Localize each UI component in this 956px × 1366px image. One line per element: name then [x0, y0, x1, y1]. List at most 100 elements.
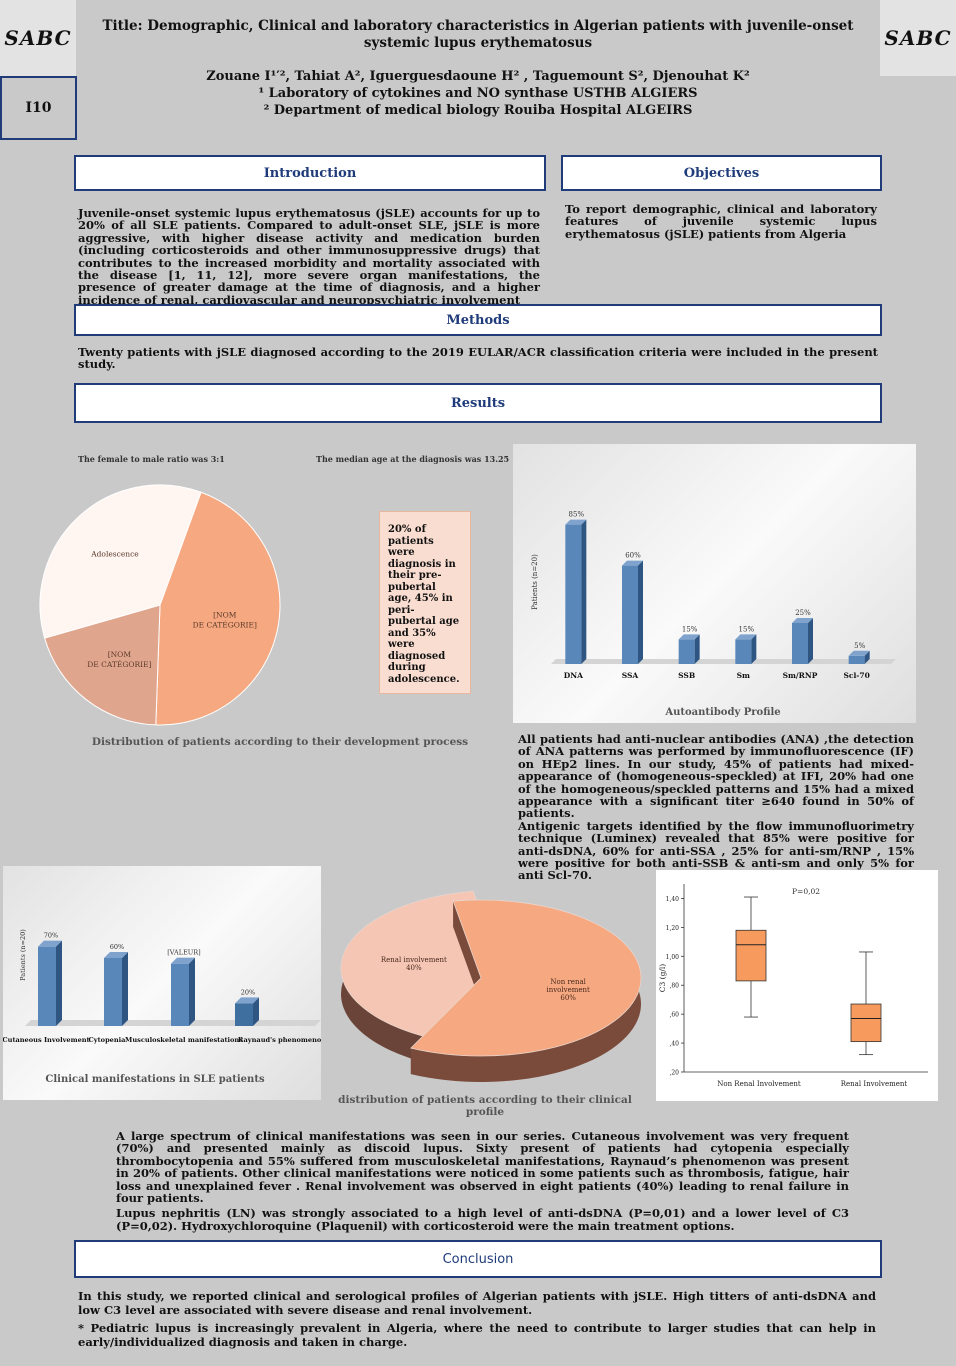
bar-value-label: 25% [795, 609, 811, 617]
pie-side [453, 901, 481, 1004]
pie-clinical-chart: Renal involvement 40% Non renal involvement… [340, 890, 642, 1082]
y-tick-label: 1,00 [666, 954, 680, 961]
chart-title: Clinical manifestations in SLE patients [45, 1074, 265, 1085]
bar-side [751, 634, 757, 664]
bar-value-label: 15% [682, 625, 698, 633]
bar-top [848, 650, 870, 656]
bar [235, 1003, 253, 1026]
bar-top [622, 560, 643, 566]
x-category-label: Renal Involvement [841, 1080, 908, 1088]
bar-top [38, 940, 62, 947]
pie-clinical-caption: distribution of patients according to th… [338, 1094, 632, 1118]
x-category-label: Non Renal Involvement [717, 1080, 801, 1088]
objectives-text: To report demographic, clinical and labo… [565, 202, 877, 241]
logo-right: SABC [880, 0, 956, 76]
bar-top [235, 997, 259, 1004]
bar-category-label: SSA [622, 671, 639, 680]
poster-code: I10 [0, 76, 77, 140]
pie-development-caption: Distribution of patients according to th… [91, 736, 469, 748]
bar [104, 958, 122, 1026]
pie-label: Non renal involvement 60% [546, 978, 590, 1002]
y-tick-label: ,20 [669, 1070, 679, 1077]
p-value-annotation: P=0,02 [792, 887, 820, 896]
bar [565, 524, 582, 664]
bar-category-label: Cutaneous Involvement [3, 1036, 91, 1044]
bar-top [792, 618, 813, 623]
bar-top [565, 519, 587, 525]
bar [848, 655, 865, 664]
bar-category-label: Sm/RNP [783, 671, 818, 680]
bar-side [253, 997, 259, 1026]
bar-category-label: Cytopenia [89, 1036, 127, 1044]
pie-label: [NOM DE CATÉGORIE] [87, 650, 151, 669]
y-tick-label: ,40 [669, 1041, 679, 1048]
bar-category-label: Musculoskeletal manifestations [125, 1036, 243, 1044]
bar-value-label: 15% [739, 625, 755, 633]
bar-category-label: DNA [564, 671, 583, 680]
bar [38, 946, 56, 1026]
bar-top [678, 634, 700, 640]
bar-value-label: 85% [569, 511, 585, 519]
poster-title: Title: Demographic, Clinical and laborat… [102, 18, 854, 51]
pie-label: [NOM DE CATÉGORIE] [193, 611, 257, 630]
autoantibody-panel: Patients (n=20) 85% DNA 60% SSA 15% SSB 15% Sm 25… [513, 444, 916, 723]
bar-top [104, 952, 128, 958]
y-tick-label: ,60 [669, 1012, 679, 1019]
bar-value-label: 70% [44, 932, 58, 940]
bar-side [638, 560, 643, 664]
logo-left: SABC [0, 0, 76, 76]
chart-title: Autoantibody Profile [664, 707, 780, 718]
bar-category-label: Sm [737, 671, 750, 680]
bar [622, 565, 638, 664]
bar-value-label: 20% [241, 988, 255, 996]
clinical-text: A large spectrum of clinical manifestati… [116, 1129, 849, 1233]
objectives-heading: Objectives [561, 155, 882, 191]
autoantibody-chart: Patients (n=20) 85% DNA 60% SSA 15% SSB 15% Sm 25… [531, 511, 896, 718]
bar-value-label: 60% [110, 943, 124, 951]
bar-category-label: Raynaud's phenomenon [238, 1036, 321, 1044]
pie-development-chart: [NOM DE CATÉGORIE] [NOM DE CATÉGORIE] Adoles… [39, 484, 281, 726]
pie-slice [39, 484, 202, 639]
bar-value-label: 60% [625, 552, 641, 560]
introduction-text: Juvenile-onset systemic lupus erythemato… [78, 206, 540, 307]
sex-ratio-note: The female to male ratio was 3:1 [78, 454, 225, 464]
bar-category-label: SSB [678, 671, 695, 680]
pie-label: Adolescence [90, 550, 139, 559]
y-axis-label: Patients (n=20) [19, 929, 27, 981]
bar-side [864, 650, 870, 664]
bar-top [171, 957, 195, 964]
bar-side [808, 618, 813, 664]
box [735, 929, 767, 982]
affiliation-1: ¹ Laboratory of cytokines and NO synthas… [258, 86, 698, 101]
y-tick-label: ,80 [669, 983, 679, 990]
introduction-heading: Introduction [74, 155, 546, 191]
bar-side [581, 519, 587, 664]
bar [678, 639, 695, 664]
median-age-note: The median age at the diagnosis was 13.2… [316, 454, 510, 464]
y-axis-label: C3 (g/l) [658, 964, 667, 993]
bar [792, 623, 808, 664]
bar-side [189, 957, 195, 1026]
pie-slice [410, 899, 642, 1057]
y-axis-label: Patients (n=20) [531, 554, 539, 610]
c3-boxplot: 1,40 1,20 1,00 ,80 ,60 ,40 ,20 C3 (g/l) P=0,02 No… [658, 884, 928, 1088]
antibody-text: All patients had anti-nuclear antibodies… [518, 732, 914, 883]
methods-text: Twenty patients with jSLE diagnosed acco… [78, 345, 878, 372]
conclusion-text: In this study, we reported clinical and … [78, 1289, 876, 1349]
conclusion-heading: Conclusion [74, 1240, 882, 1278]
bar [171, 963, 189, 1026]
methods-heading: Methods [74, 304, 882, 336]
bar-value-label: [VALEUR] [167, 949, 200, 957]
y-tick-label: 1,40 [666, 896, 680, 903]
bar-category-label: Scl-70 [843, 671, 869, 680]
clinical-panel: Patients (n=20) 70% Cutaneous Involvement 6… [2, 866, 326, 1100]
box [850, 1003, 882, 1043]
bar-value-label: 5% [854, 642, 865, 650]
affiliation-2: ² Department of medical biology Rouiba H… [263, 103, 693, 118]
authors-block: Zouane I¹′², Tahiat A², Iguerguesdaoune … [96, 68, 860, 119]
results-heading: Results [74, 383, 882, 423]
development-callout: 20% of patients were diagnosis in their … [379, 511, 471, 694]
bar-side [122, 952, 128, 1026]
pie-rim [410, 900, 641, 1082]
y-tick-label: 1,20 [666, 925, 680, 932]
